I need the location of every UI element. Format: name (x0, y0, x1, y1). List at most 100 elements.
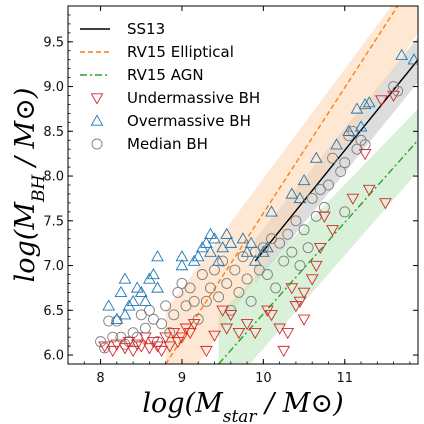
legend-label: RV15 AGN (127, 66, 204, 84)
point-undermassive-bh (305, 274, 319, 286)
point-median-bh (135, 309, 147, 321)
point-median-bh (148, 313, 159, 325)
point-median-bh (196, 269, 208, 280)
point-undermassive-bh (199, 345, 213, 358)
legend-marker-swatch (91, 138, 103, 150)
data-points (95, 48, 418, 358)
point-median-bh (290, 215, 302, 227)
point-overmassive-bh (151, 281, 164, 293)
point-undermassive-bh (175, 332, 189, 344)
point-median-bh (261, 269, 273, 280)
point-median-bh (339, 157, 351, 169)
point-median-bh (213, 291, 225, 303)
point-overmassive-bh (134, 285, 148, 298)
point-overmassive-bh (147, 267, 160, 280)
point-undermassive-bh (232, 328, 246, 340)
x-tick-label: 11 (336, 371, 353, 386)
point-median-bh (200, 295, 212, 307)
point-undermassive-bh (159, 332, 173, 344)
point-overmassive-bh (297, 174, 311, 186)
point-overmassive-bh (130, 281, 144, 293)
point-undermassive-bh (285, 283, 299, 295)
point-overmassive-bh (212, 254, 225, 266)
legend-label: Undermassive BH (127, 89, 260, 107)
point-median-bh (204, 282, 216, 294)
point-undermassive-bh (220, 323, 234, 335)
point-median-bh (245, 295, 257, 307)
x-axis-label: log(Mstar / M⊙) (142, 388, 343, 424)
point-undermassive-bh (358, 149, 372, 161)
point-median-bh (99, 342, 111, 354)
point-overmassive-bh (191, 250, 205, 262)
point-overmassive-bh (236, 232, 250, 244)
point-undermassive-bh (293, 296, 307, 308)
point-overmassive-bh (309, 151, 323, 163)
point-overmassive-bh (220, 227, 234, 239)
point-undermassive-bh (155, 345, 168, 358)
point-median-bh (306, 192, 318, 204)
point-undermassive-bh (143, 343, 156, 355)
point-median-bh (270, 282, 282, 294)
point-median-bh (229, 264, 241, 276)
point-overmassive-bh (248, 254, 262, 266)
point-overmassive-bh (407, 53, 418, 65)
point-undermassive-bh (171, 336, 185, 349)
point-median-bh (278, 255, 290, 267)
point-undermassive-bh (224, 310, 238, 322)
point-median-bh (156, 318, 168, 330)
legend-label: Median BH (127, 135, 208, 153)
point-median-bh (176, 278, 188, 289)
point-overmassive-bh (354, 120, 368, 132)
point-undermassive-bh (379, 198, 392, 210)
y-tick-label: 8.0 (43, 170, 64, 185)
point-median-bh (168, 309, 180, 321)
point-overmassive-bh (118, 308, 132, 320)
line-rv15-elliptical (165, 6, 399, 364)
point-undermassive-bh (130, 339, 144, 351)
legend-marker-swatch (90, 114, 104, 126)
point-overmassive-bh (204, 227, 217, 239)
point-undermassive-bh (313, 242, 327, 255)
point-overmassive-bh (204, 245, 217, 257)
y-tick-label: 7.0 (43, 259, 64, 274)
point-overmassive-bh (175, 250, 189, 262)
point-undermassive-bh (126, 345, 140, 358)
band-rv15-agn (218, 108, 418, 364)
point-undermassive-bh (248, 328, 262, 340)
point-undermassive-bh (118, 343, 132, 355)
point-median-bh (241, 273, 253, 285)
point-undermassive-bh (183, 328, 197, 340)
point-median-bh (298, 224, 310, 236)
point-median-bh (274, 237, 286, 249)
point-undermassive-bh (281, 328, 295, 340)
point-median-bh (111, 315, 123, 327)
point-overmassive-bh (265, 205, 278, 217)
y-tick-label: 9.5 (43, 35, 64, 50)
point-median-bh (257, 242, 269, 254)
point-overmassive-bh (330, 138, 343, 150)
point-overmassive-bh (240, 245, 254, 257)
y-tick-label: 9.0 (43, 80, 64, 95)
point-undermassive-bh (106, 345, 120, 358)
band-rv15-elliptical (165, 6, 418, 364)
point-overmassive-bh (208, 232, 221, 244)
point-median-bh (282, 228, 294, 240)
point-overmassive-bh (395, 48, 409, 60)
legend-item-rv15-elliptical: RV15 Elliptical (80, 43, 234, 61)
point-overmassive-bh (293, 191, 307, 204)
point-median-bh (266, 233, 277, 245)
point-median-bh (221, 278, 233, 289)
axis-ticks: 8 9 10 11 6.0 6.5 7.0 7.5 8.0 8.5 9.0 9.5 (43, 5, 418, 386)
legend-label: RV15 Elliptical (127, 43, 234, 61)
point-overmassive-bh (114, 285, 128, 298)
point-overmassive-bh (342, 124, 356, 136)
point-overmassive-bh (224, 236, 238, 248)
point-median-bh (302, 242, 314, 254)
point-undermassive-bh (208, 330, 221, 342)
point-median-bh (103, 315, 115, 327)
point-overmassive-bh (244, 236, 258, 248)
point-undermassive-bh (346, 193, 360, 205)
point-undermassive-bh (289, 301, 303, 313)
point-overmassive-bh (175, 259, 189, 271)
point-median-bh (233, 286, 245, 298)
